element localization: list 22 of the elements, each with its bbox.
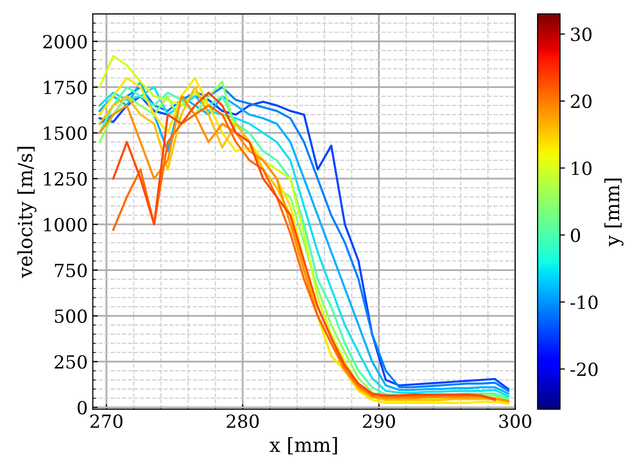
x-axis-title: x [mm] <box>270 437 337 454</box>
y-tick-label: 250 <box>54 355 87 369</box>
y-tick-label: 1500 <box>44 126 87 140</box>
color-bar-label: 30 <box>571 28 592 42</box>
y-tick-label: 1250 <box>44 172 87 186</box>
x-tick-label: 290 <box>362 414 395 428</box>
x-tick-label: 300 <box>499 414 532 428</box>
color-bar-label: -20 <box>570 362 598 376</box>
x-tick-label: 280 <box>226 414 259 428</box>
x-tick-label: 270 <box>90 414 122 428</box>
y-tick-label: 500 <box>55 309 87 323</box>
y-tick-label: 1000 <box>44 218 87 232</box>
color-bar-label: 10 <box>572 161 592 176</box>
color-bar-label: -10 <box>570 295 598 310</box>
y-tick-label: 750 <box>54 264 87 278</box>
y-tick-label: 1750 <box>44 80 87 94</box>
y-tick-label: 0 <box>78 400 87 414</box>
color-bar-label: 0 <box>570 228 580 242</box>
y-axis-title: velocity [m/s] <box>17 146 36 278</box>
color-bar-title: y [mm] <box>604 178 624 246</box>
y-tick-label: 2000 <box>43 34 87 49</box>
color-bar-label: 20 <box>570 94 592 108</box>
